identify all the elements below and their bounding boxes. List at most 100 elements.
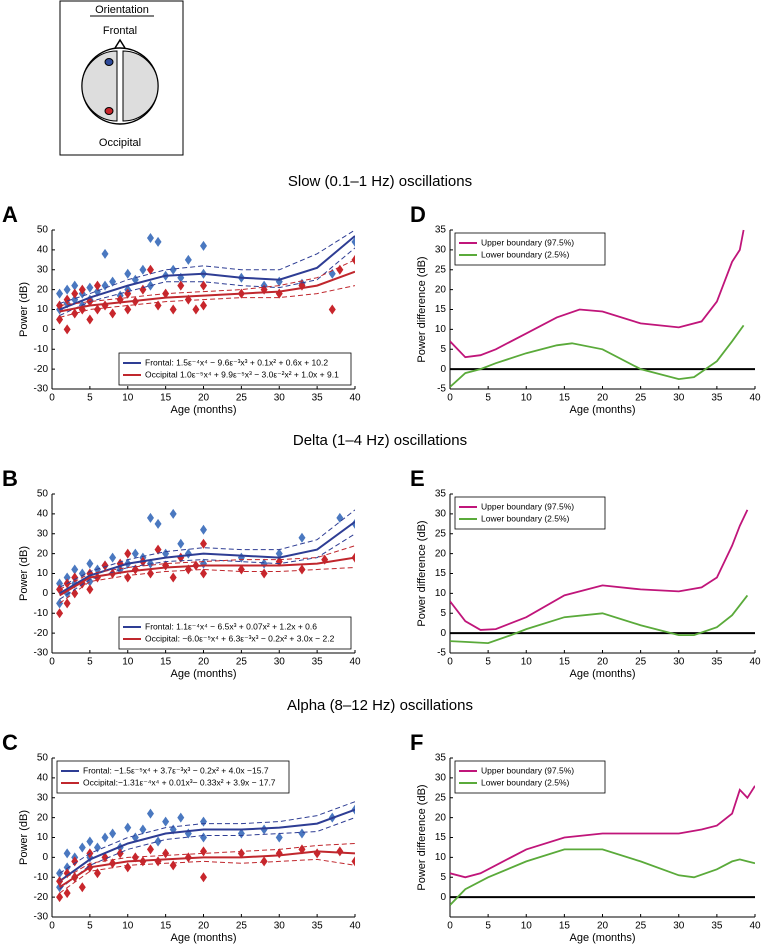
y-tick-label: 20 [435, 284, 447, 295]
y-tick-label: -30 [34, 648, 49, 659]
x-tick-label: 15 [559, 393, 571, 404]
data-point [154, 836, 162, 847]
legend-label: Lower boundary (2.5%) [481, 513, 570, 523]
x-axis-label: Age (months) [170, 668, 236, 680]
fit-line [59, 808, 355, 883]
data-point [298, 564, 306, 575]
data-point [177, 280, 185, 291]
fit-line [59, 556, 355, 597]
data-point [63, 848, 71, 859]
y-tick-label: 30 [37, 264, 49, 275]
x-tick-label: 35 [711, 921, 723, 932]
front-label: Frontal [103, 25, 137, 37]
data-point [184, 548, 192, 559]
data-point [200, 524, 207, 535]
panel-label: D [410, 202, 426, 227]
data-point [146, 264, 154, 275]
y-tick-label: -20 [34, 892, 49, 903]
y-tick-label: -5 [437, 648, 446, 659]
data-point [56, 598, 64, 609]
x-tick-label: 15 [160, 393, 172, 404]
data-point [169, 264, 177, 275]
x-tick-label: 10 [122, 657, 134, 668]
x-axis-label: Age (months) [569, 404, 635, 416]
orientation-diagram: Orientation Frontal Occipital [59, 0, 184, 156]
panel: 0 5 10 15 20 25 30 35 40 0 5 10 15 20 25 30 35 Age (month… [410, 730, 761, 944]
panel: 0 5 10 15 20 25 30 35 40 -30 -20 -10 0 10 20 30 40 50 Age … [2, 202, 361, 416]
data-point [86, 282, 94, 293]
x-tick-label: 15 [559, 657, 571, 668]
y-tick-label: 10 [37, 832, 49, 843]
data-point [139, 264, 147, 275]
data-point [101, 832, 109, 843]
panel-label: E [410, 466, 425, 491]
data-point [63, 862, 71, 873]
data-point [71, 564, 79, 575]
data-point [298, 828, 306, 839]
x-tick-label: 35 [312, 393, 324, 404]
x-tick-label: 5 [87, 393, 93, 404]
legend-label: Frontal: 1.1ε⁻⁴x⁴ − 6.5x³ + 0.07x² + 1.2… [145, 621, 317, 631]
confidence-line [59, 229, 355, 304]
data-point [146, 280, 154, 291]
y-tick-label: 10 [435, 852, 447, 863]
y-tick-label: 20 [435, 812, 447, 823]
y-tick-label: 25 [435, 792, 447, 803]
data-point [116, 848, 124, 859]
data-point [169, 508, 177, 519]
x-tick-label: 0 [49, 393, 55, 404]
section-title: Alpha (8–12 Hz) oscillations [287, 697, 473, 714]
data-point [328, 304, 336, 315]
data-point [298, 532, 306, 543]
data-point [336, 264, 344, 275]
y-tick-label: 20 [37, 284, 49, 295]
x-tick-label: 0 [447, 921, 453, 932]
x-tick-label: 20 [597, 393, 609, 404]
plot-area [56, 229, 355, 335]
y-tick-label: 20 [37, 548, 49, 559]
x-axis-label: Age (months) [569, 932, 635, 944]
data-point [124, 548, 132, 559]
y-tick-label: -10 [34, 872, 49, 883]
legend-label: Upper boundary (97.5%) [481, 501, 574, 511]
confidence-line [59, 843, 355, 882]
x-tick-label: 10 [521, 657, 533, 668]
data-point [275, 832, 283, 843]
x-tick-label: 5 [485, 921, 491, 932]
data-point [154, 236, 162, 247]
confidence-line [59, 858, 355, 894]
data-point [139, 284, 147, 295]
data-point [56, 288, 64, 299]
x-tick-label: 35 [312, 921, 324, 932]
data-point [260, 856, 268, 867]
x-axis-label: Age (months) [569, 668, 635, 680]
data-point [336, 846, 344, 857]
data-point [124, 822, 132, 833]
data-point [169, 304, 177, 315]
y-tick-label: 5 [440, 344, 446, 355]
data-point [63, 294, 71, 305]
data-point [86, 558, 94, 569]
data-point [56, 892, 64, 903]
data-point [154, 518, 162, 529]
legend-label: Upper boundary (97.5%) [481, 237, 574, 247]
data-point [237, 848, 245, 859]
data-point [275, 548, 283, 559]
fit-line [59, 235, 355, 311]
legend-label: Frontal: 1.5ε⁻⁴x⁴ − 9.6ε⁻³x³ + 0.1x² + 0… [145, 357, 328, 367]
y-tick-label: 0 [42, 852, 48, 863]
data-point [162, 816, 170, 827]
series-line [450, 509, 749, 631]
data-point [78, 284, 86, 295]
data-point [184, 254, 192, 265]
y-tick-label: -30 [34, 912, 49, 923]
legend-label: Occipital:−1.31ε⁻⁴x⁴ + 0.01x³− 0.33x² + … [83, 777, 276, 787]
data-point [200, 300, 207, 311]
data-point [146, 232, 154, 243]
data-point [86, 836, 94, 847]
panel: 0 5 10 15 20 25 30 35 40 -30 -20 -10 0 10 20 30 40 50 Age … [2, 466, 361, 680]
y-tick-label: 0 [42, 588, 48, 599]
data-point [63, 284, 71, 295]
y-axis-label: Power (dB) [18, 810, 30, 865]
